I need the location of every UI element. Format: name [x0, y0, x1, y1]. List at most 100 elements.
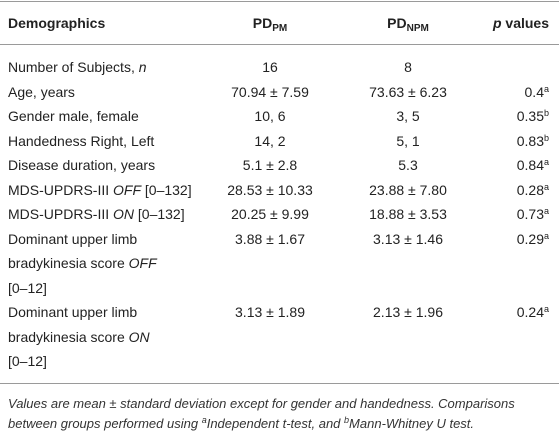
- table-cell: 0.29a: [481, 227, 559, 301]
- cell-line: Dominant upper limb: [8, 300, 205, 325]
- text-plain: 0.24: [516, 304, 544, 320]
- table-cell: 23.88 ± 7.80: [335, 178, 481, 203]
- text-plain: 16: [262, 59, 278, 75]
- text-plain: Mann-Whitney U test.: [349, 415, 475, 431]
- table-cell: 73.63 ± 6.23: [335, 80, 481, 105]
- table-cell: 14, 2: [205, 129, 335, 154]
- text-italic: n: [138, 59, 147, 75]
- table-cell: 2.13 ± 1.96: [335, 300, 481, 383]
- text-plain: 70.94 ± 7.59: [231, 83, 309, 100]
- table-cell: 0.4a: [481, 80, 559, 105]
- text-plain: MDS-UPDRS-III: [8, 181, 113, 198]
- table-cell: MDS-UPDRS-III ON [0–132]: [0, 202, 205, 227]
- text-plain: Number of Subjects,: [8, 59, 139, 75]
- demographics-table: Demographics PDPM PDNPM p values Number of …: [0, 1, 559, 384]
- text-plain: 0.83: [516, 132, 544, 149]
- text-plain: 2.13 ± 1.96: [373, 304, 443, 320]
- table-cell: 0.73a: [481, 202, 559, 227]
- table-row: Gender male, female 10, 6 3, 5 0.35b: [0, 104, 559, 129]
- table-cell: 0.84a: [481, 153, 559, 178]
- table-cell: 3.13 ± 1.89: [205, 300, 335, 383]
- text-plain: 0.4: [524, 83, 544, 100]
- table-cell: [481, 45, 559, 80]
- footnote: Values are mean ± standard deviation exc…: [0, 384, 559, 434]
- table-cell: 70.94 ± 7.59: [205, 80, 335, 105]
- table-cell: Age, years: [0, 80, 205, 105]
- text-italic: ON: [113, 206, 134, 222]
- text-plain: Disease duration, years: [8, 157, 156, 173]
- text-plain: [0–12]: [8, 279, 47, 296]
- table-cell: Disease duration, years: [0, 153, 205, 178]
- text-plain: values: [501, 15, 549, 31]
- text-plain: 3.88 ± 1.67: [235, 230, 305, 247]
- text-plain: Age, years: [8, 83, 75, 100]
- table-cell: 8: [335, 45, 481, 80]
- text-sup: b: [543, 132, 549, 143]
- table-row: Dominant upper limb bradykinesia score OF…: [0, 227, 559, 301]
- table-cell: Handedness Right, Left: [0, 129, 205, 154]
- text-plain: bradykinesia score: [8, 255, 129, 271]
- table-row: Handedness Right, Left 14, 2 5, 1 0.83b: [0, 129, 559, 154]
- text-plain: Values are mean ± standard deviation exc…: [8, 395, 515, 431]
- cell-line: bradykinesia score ON: [8, 325, 205, 350]
- header-row: Demographics PDPM PDNPM p values: [0, 1, 559, 45]
- table-cell: 16: [205, 45, 335, 80]
- text-plain: 73.63 ± 6.23: [369, 83, 447, 100]
- text-plain: 10, 6: [254, 108, 286, 124]
- table-cell: 0.35b: [481, 104, 559, 129]
- text-sub: PM: [272, 23, 288, 34]
- text-plain: [0–12]: [8, 353, 47, 369]
- text-plain: [0–132]: [134, 206, 185, 222]
- table-cell: MDS-UPDRS-III OFF [0–132]: [0, 178, 205, 203]
- text-plain: 14, 2: [254, 132, 286, 149]
- header-cell: PDPM: [205, 2, 335, 45]
- text-plain: 5.1 ± 2.8: [242, 157, 298, 173]
- cell-line: Dominant upper limb: [8, 227, 205, 252]
- text-plain: Handedness Right, Left: [8, 132, 155, 149]
- text-sup: a: [201, 414, 207, 425]
- text-italic: OFF: [128, 255, 157, 271]
- table-cell: 10, 6: [205, 104, 335, 129]
- table-row: MDS-UPDRS-III OFF [0–132] 28.53 ± 10.33 23…: [0, 178, 559, 203]
- text-plain: MDS-UPDRS-III: [8, 206, 113, 222]
- table-cell: 0.28a: [481, 178, 559, 203]
- text-plain: 0.29: [516, 230, 544, 247]
- table-cell: Dominant upper limb bradykinesia score OF…: [0, 227, 205, 301]
- text-sup: a: [543, 230, 549, 241]
- table-cell: 5, 1: [335, 129, 481, 154]
- text-plain: Gender male, female: [8, 108, 139, 124]
- table-cell: 0.24a: [481, 300, 559, 383]
- text-plain: [0–132]: [141, 181, 192, 198]
- table-cell: Dominant upper limb bradykinesia score ON…: [0, 300, 205, 383]
- header-cell: p values: [481, 2, 559, 45]
- text-plain: 18.88 ± 3.53: [369, 206, 447, 222]
- cell-line: [0–12]: [8, 349, 205, 374]
- table-row: MDS-UPDRS-III ON [0–132] 20.25 ± 9.99 18.8…: [0, 202, 559, 227]
- text-plain: 0.28: [516, 181, 544, 198]
- table-cell: 20.25 ± 9.99: [205, 202, 335, 227]
- text-sup: a: [543, 83, 549, 94]
- text-plain: PD: [387, 15, 407, 31]
- table-cell: 18.88 ± 3.53: [335, 202, 481, 227]
- table-cell: 3, 5: [335, 104, 481, 129]
- text-plain: bradykinesia score: [8, 328, 129, 345]
- text-plain: 23.88 ± 7.80: [369, 181, 447, 198]
- table-cell: Number of Subjects, n: [0, 45, 205, 80]
- text-plain: 0.84: [516, 157, 544, 173]
- text-sup: a: [543, 206, 549, 216]
- cell-line: bradykinesia score OFF: [8, 251, 205, 276]
- text-italic: OFF: [113, 181, 141, 198]
- table-cell: 5.1 ± 2.8: [205, 153, 335, 178]
- text-plain: 0.35: [516, 108, 544, 124]
- text-plain: 5, 1: [396, 132, 420, 149]
- text-sup: b: [344, 414, 350, 425]
- text-plain: Dominant upper limb: [8, 230, 138, 247]
- text-plain: 28.53 ± 10.33: [227, 181, 313, 198]
- table-row: Age, years 70.94 ± 7.59 73.63 ± 6.23 0.4a: [0, 80, 559, 105]
- table-row: Number of Subjects, n 16 8: [0, 45, 559, 80]
- text-plain: 3.13 ± 1.89: [235, 304, 305, 320]
- text-plain: 0.73: [516, 206, 544, 222]
- text-plain: 8: [404, 59, 412, 75]
- table-body: Number of Subjects, n 16 8 Age, years 70.94 …: [0, 45, 559, 383]
